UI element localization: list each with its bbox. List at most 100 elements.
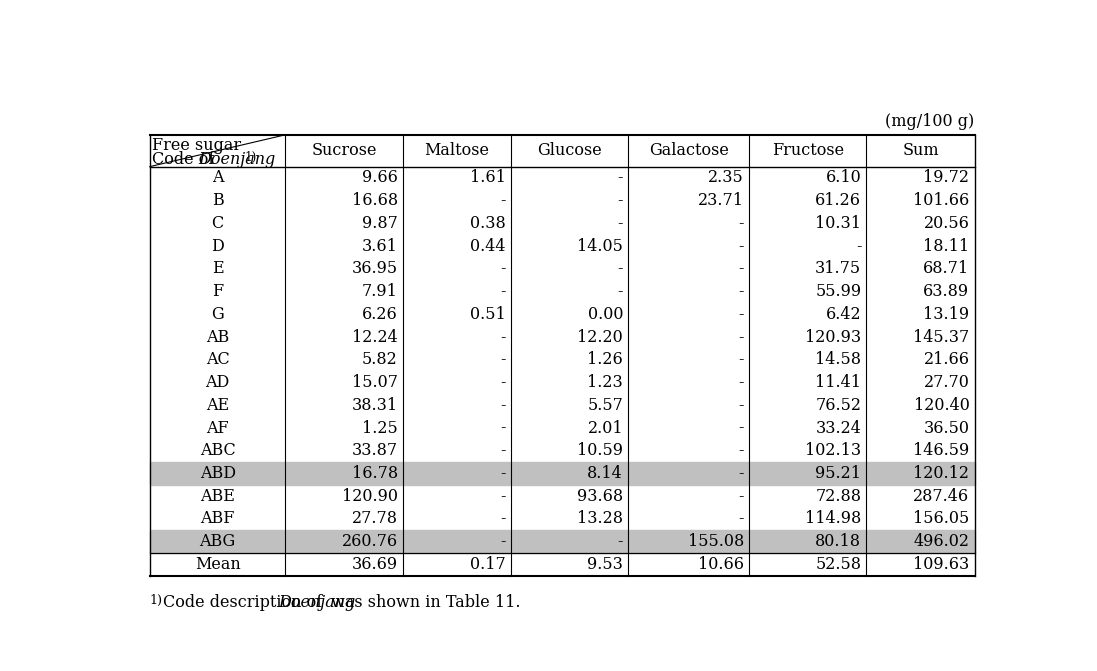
Text: 16.78: 16.78 (351, 465, 398, 482)
Text: F: F (212, 283, 224, 300)
Text: 7.91: 7.91 (362, 283, 398, 300)
Text: 80.18: 80.18 (815, 533, 861, 550)
Text: Sucrose: Sucrose (312, 142, 377, 159)
Text: Free sugar: Free sugar (152, 138, 241, 154)
Text: D: D (212, 238, 224, 255)
Text: 1.61: 1.61 (470, 170, 506, 187)
Text: -: - (500, 533, 506, 550)
Text: A: A (212, 170, 224, 187)
Text: 3.61: 3.61 (362, 238, 398, 255)
Text: 9.53: 9.53 (587, 556, 623, 573)
Text: 5.82: 5.82 (362, 352, 398, 368)
Text: -: - (738, 260, 744, 277)
Text: ABE: ABE (201, 488, 235, 505)
Text: 10.59: 10.59 (577, 442, 623, 459)
Text: 18.11: 18.11 (924, 238, 970, 255)
Text: 9.87: 9.87 (362, 215, 398, 232)
Text: Code of: Code of (152, 152, 219, 168)
Text: -: - (738, 329, 744, 346)
Text: 33.87: 33.87 (351, 442, 398, 459)
Text: Doenjang: Doenjang (199, 152, 276, 168)
Text: 0.00: 0.00 (588, 306, 623, 323)
Text: -: - (500, 352, 506, 368)
Text: 1.23: 1.23 (587, 374, 623, 391)
Text: -: - (738, 465, 744, 482)
Text: was shown in Table 11.: was shown in Table 11. (326, 594, 520, 611)
Text: -: - (738, 306, 744, 323)
Text: AB: AB (206, 329, 229, 346)
Text: 31.75: 31.75 (815, 260, 861, 277)
Text: 156.05: 156.05 (913, 511, 970, 527)
Text: 16.68: 16.68 (351, 192, 398, 209)
Text: 14.05: 14.05 (577, 238, 623, 255)
Text: 2.35: 2.35 (709, 170, 744, 187)
Text: 1.26: 1.26 (587, 352, 623, 368)
Text: 114.98: 114.98 (805, 511, 861, 527)
Text: Doenjang: Doenjang (279, 594, 355, 611)
Text: B: B (212, 192, 224, 209)
Text: -: - (738, 442, 744, 459)
Text: Galactose: Galactose (648, 142, 728, 159)
Text: 101.66: 101.66 (913, 192, 970, 209)
Text: Sum: Sum (902, 142, 939, 159)
Text: AD: AD (205, 374, 229, 391)
Text: -: - (618, 215, 623, 232)
Text: 15.07: 15.07 (352, 374, 398, 391)
Text: 10.31: 10.31 (815, 215, 861, 232)
Text: 6.26: 6.26 (362, 306, 398, 323)
Text: 55.99: 55.99 (815, 283, 861, 300)
Text: 95.21: 95.21 (815, 465, 861, 482)
Text: -: - (618, 283, 623, 300)
Text: 61.26: 61.26 (815, 192, 861, 209)
Text: 9.66: 9.66 (362, 170, 398, 187)
Text: E: E (212, 260, 224, 277)
Text: 1.25: 1.25 (362, 419, 398, 437)
Text: -: - (500, 488, 506, 505)
Text: 0.44: 0.44 (471, 238, 506, 255)
Bar (150, 530, 974, 553)
Text: 36.95: 36.95 (351, 260, 398, 277)
Text: -: - (500, 192, 506, 209)
Text: (mg/100 g): (mg/100 g) (885, 113, 974, 130)
Text: 33.24: 33.24 (815, 419, 861, 437)
Text: 120.12: 120.12 (914, 465, 970, 482)
Text: -: - (738, 511, 744, 527)
Text: 5.57: 5.57 (587, 397, 623, 414)
Text: ABD: ABD (200, 465, 236, 482)
Text: 6.42: 6.42 (826, 306, 861, 323)
Text: -: - (618, 170, 623, 187)
Text: AE: AE (206, 397, 229, 414)
Text: -: - (500, 442, 506, 459)
Text: -: - (738, 488, 744, 505)
Text: 6.10: 6.10 (826, 170, 861, 187)
Text: Mean: Mean (195, 556, 240, 573)
Text: 120.90: 120.90 (341, 488, 398, 505)
Bar (150, 462, 974, 485)
Text: -: - (500, 511, 506, 527)
Text: 0.17: 0.17 (470, 556, 506, 573)
Text: -: - (500, 465, 506, 482)
Text: 2.01: 2.01 (588, 419, 623, 437)
Text: 52.58: 52.58 (815, 556, 861, 573)
Text: C: C (212, 215, 224, 232)
Text: -: - (738, 352, 744, 368)
Text: 120.93: 120.93 (805, 329, 861, 346)
Text: -: - (500, 283, 506, 300)
Text: -: - (500, 329, 506, 346)
Text: -: - (618, 260, 623, 277)
Text: 13.19: 13.19 (924, 306, 970, 323)
Text: 19.72: 19.72 (924, 170, 970, 187)
Text: 72.88: 72.88 (815, 488, 861, 505)
Text: 14.58: 14.58 (815, 352, 861, 368)
Text: 1): 1) (150, 594, 163, 607)
Text: 27.78: 27.78 (352, 511, 398, 527)
Text: ABF: ABF (201, 511, 235, 527)
Text: -: - (738, 419, 744, 437)
Text: -: - (856, 238, 861, 255)
Text: 93.68: 93.68 (577, 488, 623, 505)
Text: 260.76: 260.76 (341, 533, 398, 550)
Text: 12.24: 12.24 (352, 329, 398, 346)
Text: ABC: ABC (200, 442, 236, 459)
Text: -: - (500, 419, 506, 437)
Text: -: - (500, 260, 506, 277)
